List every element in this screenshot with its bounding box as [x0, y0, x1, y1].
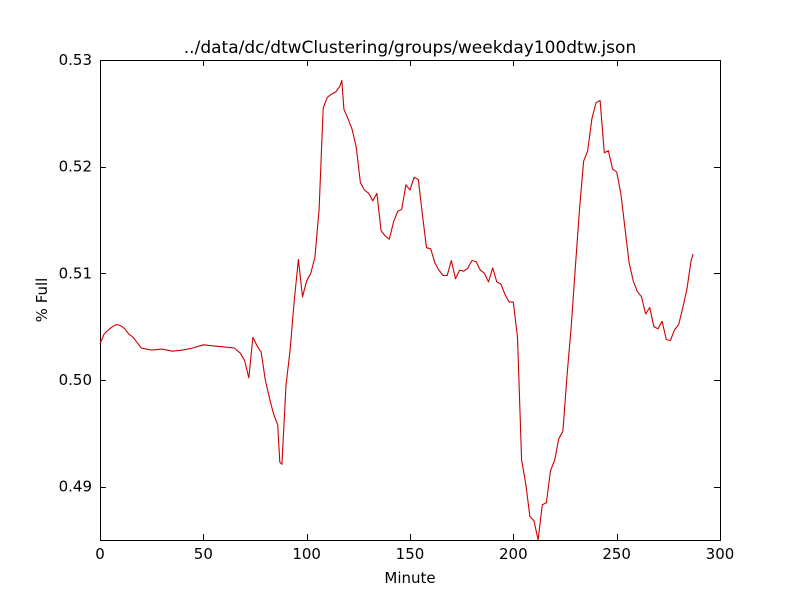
y-tick-label: 0.49 [59, 478, 92, 496]
x-axis-label: Minute [384, 569, 435, 587]
y-tick-label: 0.52 [59, 158, 92, 176]
x-tick-label: 150 [396, 545, 425, 563]
y-tick-label: 0.53 [59, 51, 92, 69]
y-tick-label: 0.51 [59, 264, 92, 282]
series-line [99, 79, 694, 541]
x-tick-label: 200 [499, 545, 528, 563]
series-layer [99, 79, 694, 541]
x-tick-label: 300 [706, 545, 735, 563]
x-tick-label: 100 [292, 545, 321, 563]
chart-title: ../data/dc/dtwClustering/groups/weekday1… [184, 38, 636, 58]
y-axis-label: % Full [33, 278, 51, 323]
x-axis: 0 50 100 150 200 250 300 [95, 60, 734, 563]
y-axis: 0.49 0.50 0.51 0.52 0.53 [59, 51, 720, 496]
y-tick-label: 0.50 [59, 371, 92, 389]
x-tick-label: 250 [602, 545, 631, 563]
x-tick-label: 50 [194, 545, 213, 563]
x-tick-label: 0 [95, 545, 105, 563]
